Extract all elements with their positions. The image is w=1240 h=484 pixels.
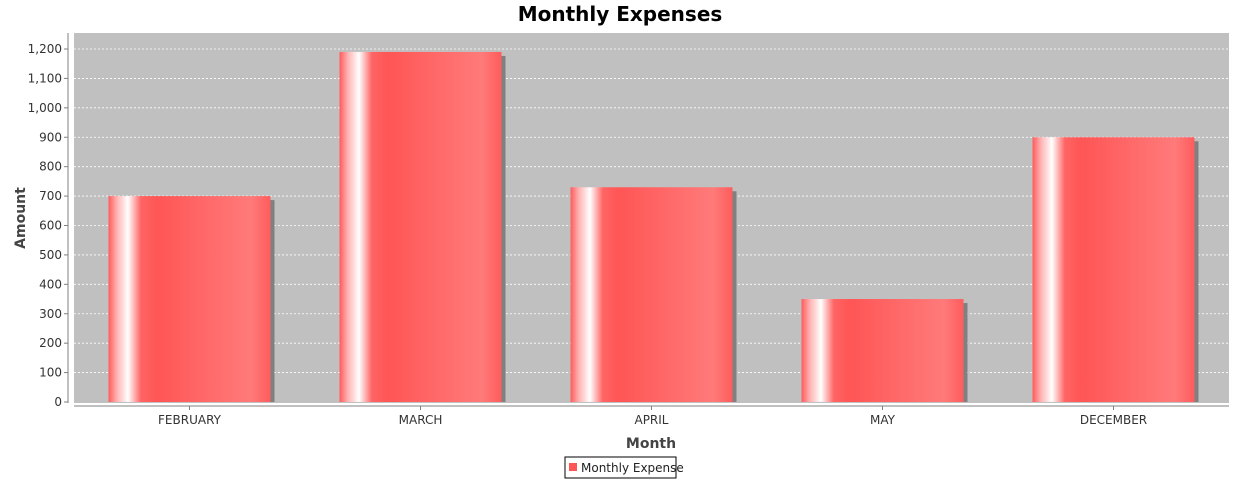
bar-december bbox=[1032, 137, 1195, 402]
bar-march bbox=[339, 51, 502, 403]
legend: Monthly Expense bbox=[564, 456, 684, 479]
y-tick-label: 1,000 bbox=[28, 101, 62, 115]
y-tick-label: 300 bbox=[39, 307, 62, 321]
y-tick-label: 800 bbox=[39, 160, 62, 174]
y-axis-label: Amount bbox=[13, 187, 29, 249]
y-tick-label: 600 bbox=[39, 219, 62, 233]
x-tick-label: MARCH bbox=[399, 413, 443, 427]
x-axis-label: Month bbox=[626, 436, 676, 452]
y-tick-label: 400 bbox=[39, 277, 62, 291]
chart-title: Monthly Expenses bbox=[518, 2, 723, 26]
x-tick-label: APRIL bbox=[634, 413, 668, 427]
legend-swatch bbox=[569, 463, 577, 471]
x-tick-label: MAY bbox=[870, 413, 896, 427]
y-tick-label: 900 bbox=[39, 130, 62, 144]
y-tick-label: 1,100 bbox=[28, 71, 62, 85]
x-tick-label: DECEMBER bbox=[1080, 413, 1147, 427]
y-tick-label: 100 bbox=[39, 366, 62, 380]
y-axis-ticks: 0 100 200 300 400 500 600 700 800 900 1,000 1,100 1,… bbox=[28, 42, 68, 409]
y-tick-label: 0 bbox=[54, 395, 62, 409]
y-tick-label: 200 bbox=[39, 336, 62, 350]
x-tick-label: FEBRUARY bbox=[158, 413, 222, 427]
bar-february bbox=[108, 196, 271, 402]
x-axis-ticks: FEBRUARY MARCH APRIL MAY DECEMBER bbox=[158, 406, 1147, 427]
bar-may bbox=[801, 299, 964, 402]
y-tick-label: 700 bbox=[39, 189, 62, 203]
y-tick-label: 500 bbox=[39, 248, 62, 262]
legend-label: Monthly Expense bbox=[581, 461, 684, 475]
bars bbox=[108, 51, 1199, 403]
bar-april bbox=[570, 187, 733, 402]
y-tick-label: 1,200 bbox=[28, 42, 62, 56]
legend-box bbox=[564, 456, 677, 479]
